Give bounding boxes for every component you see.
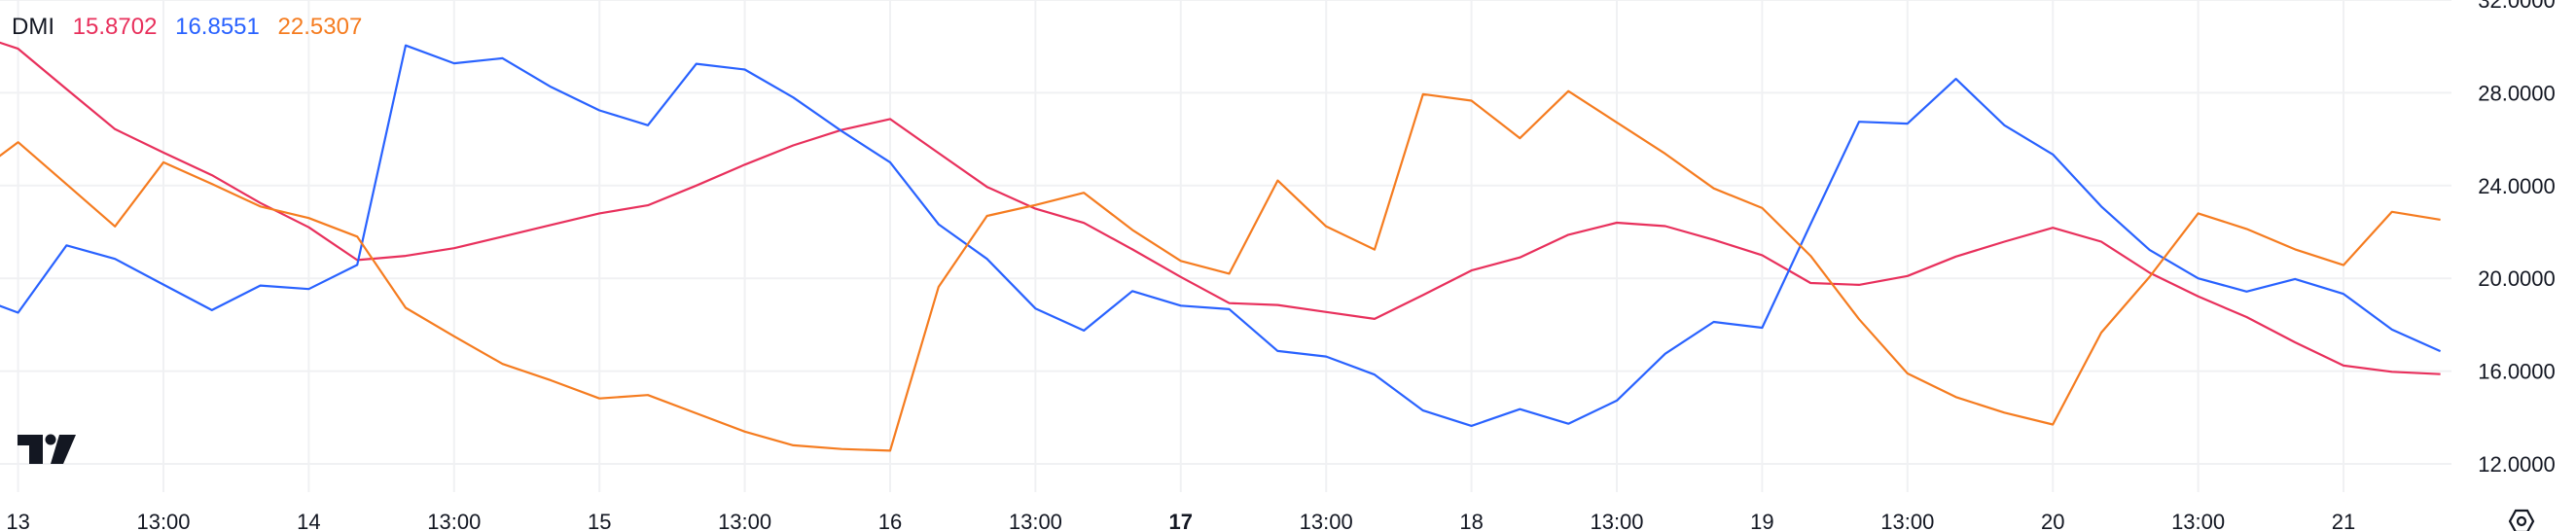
y-tick-label: 28.0000 (2478, 81, 2556, 105)
legend-value-adx: 15.8702 (72, 14, 158, 40)
grid (0, 0, 2451, 492)
y-tick-label: 32.0000 (2478, 0, 2556, 13)
x-tick-label: 13:00 (1590, 510, 1643, 531)
price-axis[interactable]: 12.0000 16.0000 20.0000 24.0000 28.0000 32.00… (2478, 0, 2556, 477)
adx-line (0, 41, 2441, 375)
x-tick-label: 13:00 (1300, 510, 1353, 531)
x-tick-label: 15 (588, 510, 611, 531)
y-tick-label: 24.0000 (2478, 174, 2556, 198)
x-tick-label: 13:00 (136, 510, 190, 531)
x-tick-label: 14 (297, 510, 320, 531)
time-axis[interactable]: 13 13:00 14 13:00 15 13:00 16 13:00 17 13:00 18 13:… (6, 510, 2355, 531)
legend[interactable]: DMI 15.8702 16.8551 22.5307 (12, 14, 374, 41)
minus-di-line (0, 89, 2441, 452)
x-tick-label: 21 (2332, 510, 2355, 531)
series-lines (0, 41, 2442, 452)
y-tick-label: 20.0000 (2478, 266, 2556, 291)
x-tick-label: 13:00 (427, 510, 481, 531)
x-tick-label: 13:00 (1880, 510, 1934, 531)
legend-value-plus-di: 16.8551 (175, 14, 260, 40)
legend-title: DMI (12, 14, 54, 40)
x-tick-label: 16 (878, 510, 902, 531)
x-tick-label: 17 (1169, 510, 1193, 531)
x-tick-label: 13:00 (1009, 510, 1062, 531)
x-tick-label: 13 (6, 510, 29, 531)
x-tick-label: 18 (1459, 510, 1483, 531)
x-tick-label: 20 (2041, 510, 2064, 531)
x-tick-label: 19 (1750, 510, 1773, 531)
plus-di-line (0, 44, 2442, 427)
y-tick-label: 16.0000 (2478, 360, 2556, 384)
x-tick-label: 13:00 (718, 510, 771, 531)
legend-value-minus-di: 22.5307 (277, 14, 363, 40)
tradingview-logo[interactable] (18, 434, 76, 465)
settings-hexagon-icon[interactable] (2508, 509, 2535, 531)
x-tick-label: 13:00 (2171, 510, 2225, 531)
y-tick-label: 12.0000 (2478, 452, 2556, 477)
